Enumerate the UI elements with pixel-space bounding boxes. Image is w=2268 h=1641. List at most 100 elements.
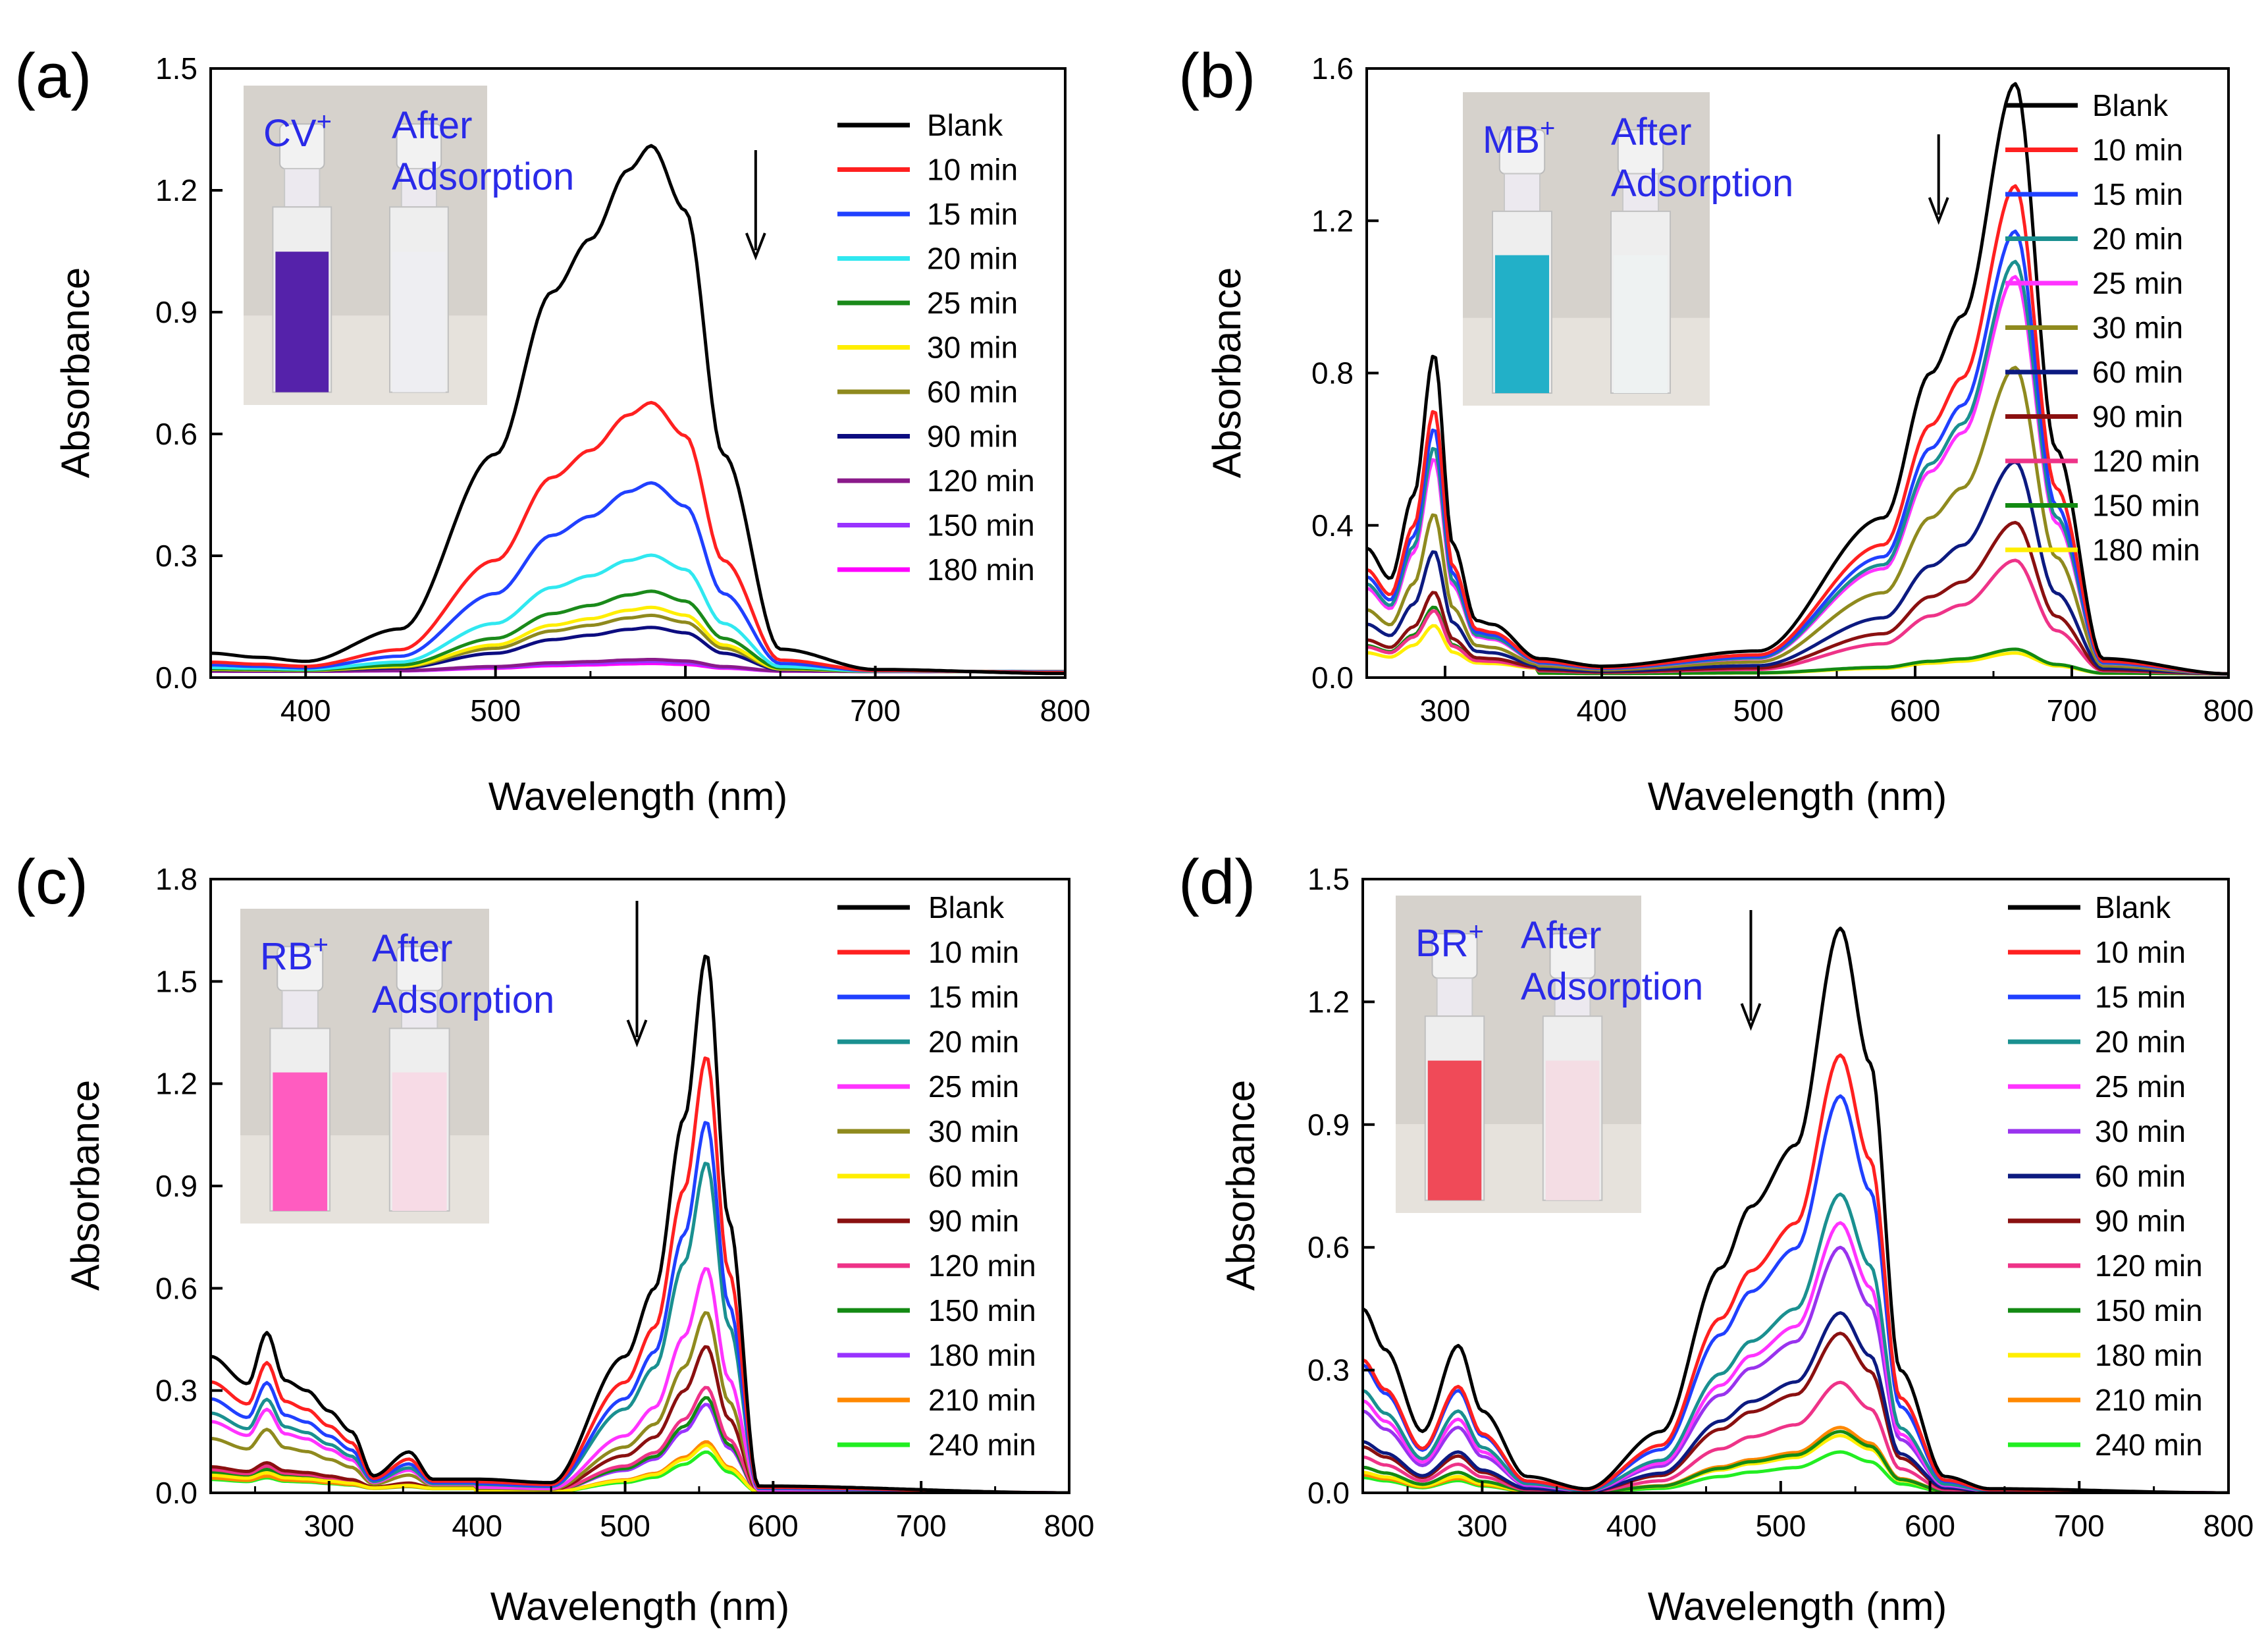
x-tick-label: 600 [1905, 1509, 1955, 1543]
legend-label: 25 min [928, 1069, 1019, 1104]
y-tick-label: 0.9 [1307, 1108, 1350, 1142]
vial-neck [281, 990, 319, 1029]
y-tick-label: 0.0 [1311, 660, 1354, 695]
x-tick-label: 700 [850, 693, 901, 728]
decrease-arrow-head [626, 1019, 648, 1048]
plot-frame [209, 67, 1067, 679]
legend-label: 90 min [2092, 400, 2183, 434]
legend-label: 180 min [2095, 1338, 2203, 1372]
y-tick-label: 0.3 [1307, 1353, 1350, 1387]
legend-label: 60 min [928, 1159, 1019, 1193]
x-tick-label: 700 [2047, 693, 2097, 728]
panel-label: (d) [1178, 847, 1255, 917]
inset-adsorption-label: Adsorption [392, 155, 574, 198]
inset-adsorption-label: Adsorption [1611, 162, 1793, 205]
inset-dye-label: MB+ [1483, 114, 1555, 161]
y-tick-label: 1.2 [1311, 203, 1354, 238]
y-tick-label: 1.8 [155, 862, 198, 896]
legend-label: 30 min [927, 331, 1018, 365]
legend-label: 30 min [928, 1114, 1019, 1148]
y-tick-label: 1.5 [155, 964, 198, 998]
legend-label: 25 min [2095, 1069, 2186, 1104]
x-tick-label: 500 [1755, 1509, 1806, 1543]
legend-label: 10 min [2095, 935, 2186, 969]
legend-label: 15 min [927, 197, 1018, 231]
vial-liquid [275, 252, 329, 392]
inset-adsorption-label: Adsorption [372, 979, 554, 1021]
vial-neck [1504, 173, 1541, 212]
legend-label: Blank [2092, 88, 2169, 122]
legend: Blank 10 min 15 min 20 min 25 min 30 min 60 mi… [837, 108, 1035, 587]
vial-neck [1554, 977, 1591, 1017]
x-tick-label: 600 [1890, 693, 1941, 728]
series-line-120-min [1367, 558, 2228, 676]
y-axis-label: Absorbance [1219, 1080, 1263, 1291]
inset-dye-name: CV [263, 112, 317, 155]
y-tick-label: 0.6 [155, 417, 198, 451]
legend: Blank 10 min 15 min 20 min 25 min 30 min 60 mi… [2005, 88, 2200, 567]
x-tick-label: 600 [748, 1509, 799, 1543]
legend-label: 180 min [928, 1338, 1036, 1372]
before-vial [269, 946, 331, 1212]
y-tick-label: 0.3 [155, 1374, 198, 1408]
legend-label: 120 min [928, 1249, 1036, 1283]
inset-adsorption-label: Adsorption [1521, 965, 1703, 1008]
legend-label: 90 min [927, 419, 1018, 454]
legend-label: 20 min [927, 242, 1018, 276]
legend-label: 150 min [927, 508, 1035, 543]
y-axis-label: Absorbance [53, 267, 97, 478]
series-line-blank [1363, 927, 2228, 1493]
series-line-30-min [1367, 365, 2228, 676]
x-tick-label: 400 [1606, 1509, 1657, 1543]
x-axis-label: Wavelength (nm) [1648, 1584, 1947, 1628]
legend-label: 20 min [2092, 222, 2183, 256]
panel-b: (b) MB+ After Adsorption 300 400 500 600 700 800 0… [1178, 41, 2254, 819]
y-tick-label: 0.9 [155, 295, 198, 329]
x-tick-label: 400 [1577, 693, 1627, 728]
panel-label: (c) [14, 847, 88, 917]
legend-label: 150 min [2095, 1293, 2203, 1328]
legend-label: 90 min [928, 1204, 1019, 1238]
y-tick-label: 0.3 [155, 539, 198, 573]
legend-label: Blank [927, 108, 1003, 142]
y-axis-label: Absorbance [63, 1080, 107, 1291]
series-line-10-min [1367, 184, 2228, 676]
legend: Blank 10 min 15 min 20 min 25 min 30 min 60 mi… [837, 890, 1036, 1462]
vial-liquid [392, 1072, 447, 1211]
y-tick-label: 0.4 [1311, 508, 1354, 543]
decrease-arrow-head [1740, 1003, 1762, 1031]
legend-label: 20 min [928, 1025, 1019, 1059]
y-tick-label: 0.8 [1311, 356, 1354, 390]
legend-label: 15 min [928, 980, 1019, 1014]
y-tick-label: 1.2 [1307, 984, 1350, 1019]
x-axis-label: Wavelength (nm) [490, 1584, 790, 1628]
x-tick-label: 600 [660, 693, 711, 728]
decrease-arrow-head [1928, 197, 1949, 225]
y-axis-label: Absorbance [1205, 267, 1249, 478]
legend-label: 60 min [2092, 355, 2183, 389]
legend-label: 15 min [2095, 980, 2186, 1014]
series-group [211, 144, 1065, 676]
y-tick-label: 0.0 [155, 1476, 198, 1510]
inset-dye-label: BR+ [1415, 917, 1484, 965]
vial-neck [400, 168, 438, 208]
y-tick-label: 1.2 [155, 173, 198, 207]
inset-dye-label: RB+ [260, 930, 329, 978]
legend-label: 120 min [2092, 444, 2200, 478]
y-tick-label: 0.0 [1307, 1476, 1350, 1510]
legend-label: 15 min [2092, 177, 2183, 211]
inset-after-label: After [1521, 914, 1602, 957]
legend-label: 60 min [2095, 1159, 2186, 1193]
inset-dye-name: BR [1415, 922, 1469, 965]
inset-dye-charge: + [1540, 114, 1555, 143]
legend-label: 150 min [928, 1293, 1036, 1328]
x-tick-label: 400 [452, 1509, 502, 1543]
y-tick-label: 1.6 [1311, 51, 1354, 86]
legend-label: 150 min [2092, 489, 2200, 523]
legend-label: 240 min [2095, 1428, 2203, 1462]
vial-liquid [1427, 1060, 1482, 1200]
legend-label: 20 min [2095, 1025, 2186, 1059]
inset-dye-name: MB [1483, 119, 1540, 161]
before-vial [272, 123, 332, 393]
inset-after-label: After [372, 927, 453, 970]
